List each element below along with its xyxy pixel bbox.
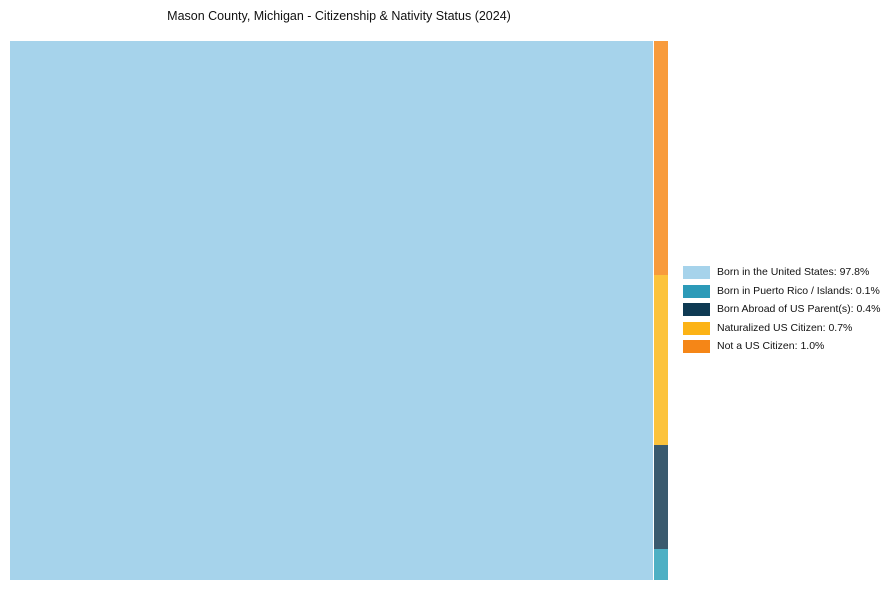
legend-label-born-in-puerto-rico-islands: Born in Puerto Rico / Islands: 0.1%: [717, 284, 880, 297]
legend: Born in the United States: 97.8% Born in…: [683, 266, 880, 353]
legend-swatch-born-abroad-us-parents: [683, 303, 710, 316]
legend-swatch-not-a-us-citizen: [683, 340, 710, 353]
legend-item-naturalized-us-citizen: Naturalized US Citizen: 0.7%: [683, 321, 880, 335]
legend-item-born-in-us: Born in the United States: 97.8%: [683, 266, 880, 279]
treemap-segment-not-a-us-citizen: [653, 41, 668, 275]
legend-item-born-in-puerto-rico-islands: Born in Puerto Rico / Islands: 0.1%: [683, 284, 880, 298]
legend-item-not-a-us-citizen: Not a US Citizen: 1.0%: [683, 340, 880, 353]
legend-swatch-naturalized-us-citizen: [683, 321, 710, 335]
legend-item-born-abroad-us-parents: Born Abroad of US Parent(s): 0.4%: [683, 303, 880, 316]
legend-swatch-born-in-us: [683, 266, 710, 279]
treemap-minor-strip: [653, 41, 668, 580]
chart-title: Mason County, Michigan - Citizenship & N…: [167, 9, 511, 23]
treemap-segment-naturalized-us-citizen: [653, 274, 668, 445]
treemap-segment-born-abroad-us-parents: [653, 445, 668, 549]
legend-label-born-abroad-us-parents: Born Abroad of US Parent(s): 0.4%: [717, 303, 881, 315]
legend-label-naturalized-us-citizen: Naturalized US Citizen: 0.7%: [717, 321, 853, 334]
legend-label-not-a-us-citizen: Not a US Citizen: 1.0%: [717, 340, 825, 352]
legend-swatch-born-in-puerto-rico-islands: [683, 284, 710, 298]
treemap-segment-born-in-us: [10, 41, 653, 580]
legend-label-born-in-us: Born in the United States: 97.8%: [717, 266, 870, 278]
treemap-segment-born-in-puerto-rico-islands: [653, 548, 668, 580]
treemap-plot: [10, 41, 668, 580]
